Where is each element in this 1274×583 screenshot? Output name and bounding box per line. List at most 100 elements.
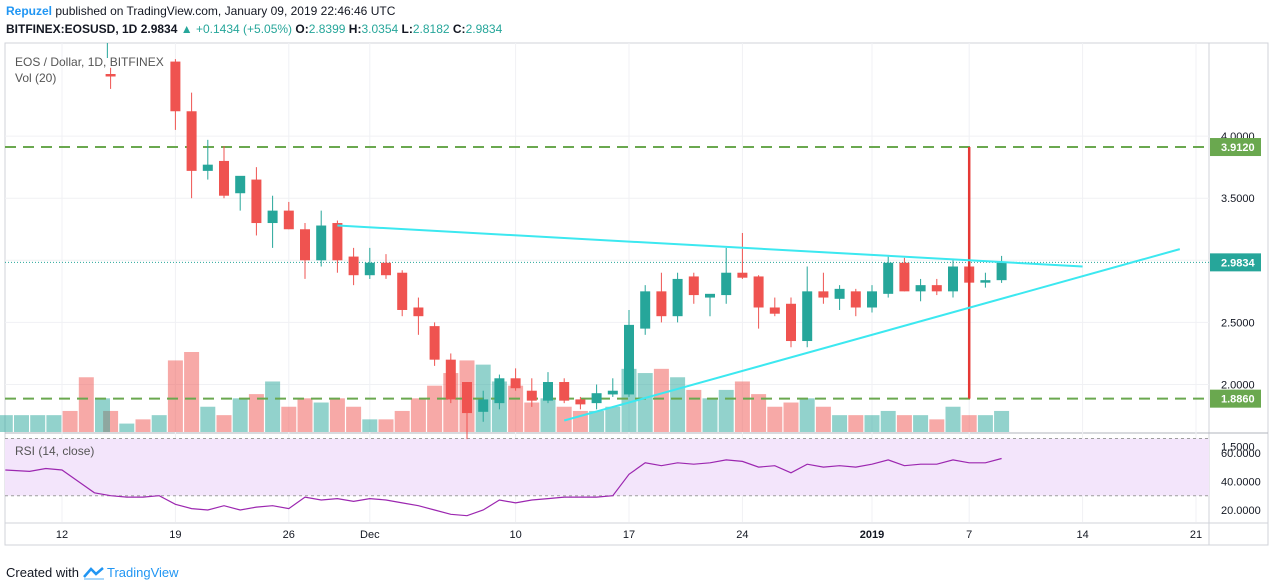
level-badge-label: 3.9120: [1221, 142, 1255, 154]
volume-bar: [167, 360, 183, 432]
volume-bar: [945, 406, 961, 432]
volume-bar: [216, 415, 232, 432]
volume-bar: [410, 398, 426, 432]
volume-bar: [184, 352, 200, 432]
candle-body: [705, 293, 715, 298]
volume-bar: [913, 415, 929, 432]
volume-bar: [605, 406, 621, 432]
candle-body: [364, 262, 375, 276]
author-name[interactable]: Repuzel: [6, 4, 53, 18]
tradingview-icon: [83, 566, 104, 580]
time-tick-label: 10: [509, 529, 521, 541]
tradingview-logo[interactable]: TradingView: [83, 565, 179, 580]
level-badge: [1210, 389, 1261, 408]
volume-bars: [0, 352, 1010, 432]
created-with-text: Created with: [6, 565, 79, 580]
candle-body: [429, 326, 440, 360]
volume-bar: [799, 398, 815, 432]
volume-bar: [653, 368, 669, 432]
close-label: C:: [452, 22, 466, 36]
candle-body: [931, 285, 942, 292]
rsi-plot: [5, 457, 1002, 517]
candle-body: [219, 160, 229, 196]
volume-bar: [637, 373, 653, 432]
candle-body: [834, 288, 845, 299]
candle-body: [624, 324, 634, 395]
volume-bar: [929, 419, 945, 432]
volume-bar: [718, 389, 734, 432]
candle-body: [786, 303, 796, 342]
time-tick-label: 14: [1076, 529, 1088, 541]
candle-body: [526, 390, 537, 401]
close-value: 2.9834: [465, 22, 503, 36]
candle-body: [883, 262, 894, 294]
rsi-tick-label: 20.0000: [1221, 505, 1261, 517]
rsi-band-fill: [5, 438, 1209, 496]
volume-bar: [378, 419, 394, 432]
price-axis[interactable]: 4.00003.50002.50002.00001.50003.91201.88…: [1210, 131, 1261, 517]
volume-bar: [362, 419, 378, 432]
low-value: 2.8182: [412, 22, 450, 36]
candle-body: [397, 272, 408, 310]
candle-body: [267, 210, 278, 224]
volume-bar: [62, 410, 78, 432]
candle-body: [948, 266, 958, 292]
volume-bar: [46, 415, 62, 432]
candle-body: [737, 272, 748, 278]
high-label: H:: [348, 22, 362, 36]
candle-body: [494, 378, 505, 404]
candle-body: [640, 291, 651, 329]
candle-body: [575, 399, 586, 405]
candle-body: [867, 291, 877, 308]
candle-body: [802, 291, 813, 342]
volume-bar: [994, 410, 1010, 432]
rsi-label: RSI (14, close): [15, 444, 94, 458]
up-arrow-icon: ▲: [180, 22, 193, 36]
publish-info: Repuzel published on TradingView.com, Ja…: [6, 4, 395, 18]
price-tick-label: 2.5000: [1221, 317, 1255, 329]
volume-bar: [297, 398, 313, 432]
candle-body: [202, 164, 213, 171]
volume-bar: [78, 377, 94, 432]
volume-bar: [265, 381, 281, 432]
volume-bar: [589, 410, 605, 432]
time-tick-label: 17: [623, 529, 635, 541]
trendline: [563, 248, 1181, 422]
trendlines[interactable]: [337, 147, 1181, 422]
volume-bar: [702, 398, 718, 432]
time-axis[interactable]: 12 19 26 Dec 10 17 24 2019 7 14 21: [56, 529, 1202, 541]
candle-body: [413, 307, 424, 317]
volume-bar: [815, 406, 831, 432]
volume-bar: [394, 410, 410, 432]
volume-bar: [524, 402, 540, 432]
volume-bar: [734, 381, 750, 432]
volume-bar: [151, 415, 167, 432]
footer: Created with TradingView: [6, 565, 179, 580]
volume-bar: [751, 394, 767, 432]
volume-bar: [832, 415, 848, 432]
volume-bar: [556, 406, 572, 432]
volume-bar: [119, 423, 135, 432]
time-tick-label: 7: [966, 529, 972, 541]
candle-body: [478, 399, 489, 412]
plot-border: [4, 42, 1269, 546]
candle-body: [559, 382, 570, 401]
time-tick-label: 26: [283, 529, 295, 541]
volume-bar: [329, 398, 345, 432]
low-label: L:: [401, 22, 413, 36]
volume-bar: [281, 406, 297, 432]
candle-body: [170, 61, 181, 112]
candle-body: [818, 291, 829, 298]
candle-body: [332, 223, 343, 261]
last-price: 2.9834: [140, 22, 178, 36]
candle-body: [348, 256, 359, 276]
horizontal-levels[interactable]: [5, 146, 1209, 400]
symbol-line: BITFINEX:EOSUSD, 1D: [6, 22, 138, 36]
candle-body: [980, 280, 991, 283]
last-price-badge-label: 2.9834: [1221, 257, 1256, 269]
rsi-tick-label: 40.0000: [1221, 476, 1261, 488]
candle-body: [607, 390, 618, 395]
price-tick-label: 1.5000: [1221, 442, 1255, 454]
candles: [105, 43, 1007, 440]
